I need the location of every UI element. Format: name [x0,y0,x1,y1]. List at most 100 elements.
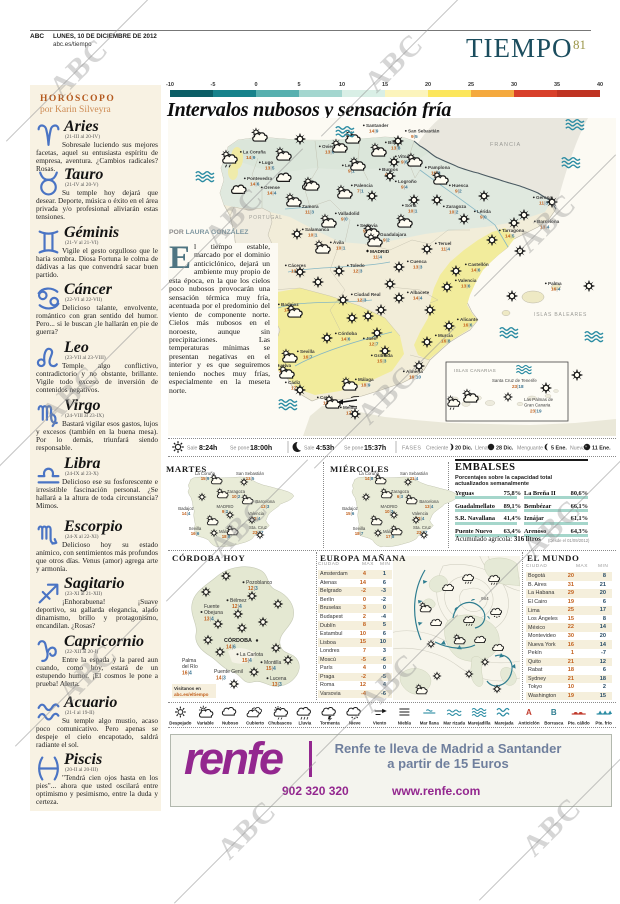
svg-text:Huelva: Huelva [276,363,292,368]
svg-text:14|4: 14|4 [267,191,277,197]
svg-text:Almería: Almería [406,369,423,374]
svg-text:San Sebastián: San Sebastián [408,129,440,134]
svg-text:Sta. Cruz: Sta. Cruz [413,525,431,530]
svg-text:11|4: 11|4 [373,255,382,261]
svg-text:14|6: 14|6 [226,645,236,651]
svg-text:11 Ene.: 11 Ene. [592,445,611,451]
svg-text:Gerona: Gerona [536,195,553,200]
svg-text:Creciente: Creciente [426,445,448,451]
svg-text:9|5: 9|5 [411,134,418,140]
svg-text:13|4: 13|4 [425,504,434,509]
svg-text:9|0: 9|0 [480,215,487,221]
svg-text:La Carlota: La Carlota [240,652,263,658]
svg-text:16|6: 16|6 [463,323,473,329]
svg-text:20 Dic.: 20 Dic. [455,445,473,451]
svg-text:13|3: 13|3 [261,504,270,509]
svg-text:Ciudad Real: Ciudad Real [354,292,381,297]
svg-text:14|3: 14|3 [216,676,226,682]
svg-text:9|4: 9|4 [401,185,408,191]
svg-text:Pontevedra: Pontevedra [247,176,272,181]
svg-text:Santa Cruz de Tenerife: Santa Cruz de Tenerife [492,378,537,383]
svg-text:Málaga: Málaga [219,529,234,534]
svg-text:Burgos: Burgos [382,167,399,172]
svg-text:Tormenta: Tormenta [320,721,340,726]
svg-text:14|6: 14|6 [250,182,260,188]
svg-text:10|1: 10|1 [408,209,418,215]
svg-text:16|8: 16|8 [441,339,451,345]
svg-text:12|3: 12|3 [353,269,363,275]
svg-text:28 Dic.: 28 Dic. [496,445,514,451]
svg-text:Sale: Sale [304,446,314,452]
svg-text:14|9: 14|9 [369,129,379,135]
svg-text:16|6: 16|6 [191,531,200,536]
svg-text:Anticiclón: Anticiclón [518,721,540,726]
svg-text:Lucena: Lucena [270,676,287,682]
svg-text:17|8: 17|8 [386,534,395,539]
svg-text:Albacete: Albacete [410,290,430,295]
svg-text:Melilla: Melilla [343,405,357,410]
svg-text:Huesca: Huesca [452,183,469,188]
svg-text:Lérida: Lérida [477,209,491,214]
svg-text:23|19: 23|19 [530,409,542,414]
svg-text:MADRID: MADRID [217,504,234,509]
svg-text:13|4: 13|4 [416,516,425,521]
svg-text:12|3: 12|3 [357,298,367,304]
svg-text:San Sebastián: San Sebastián [236,471,265,476]
svg-text:Málaga: Málaga [358,377,374,382]
svg-text:13|6: 13|6 [461,284,471,290]
svg-text:Marejadilla: Marejadilla [468,721,491,726]
svg-text:13|5: 13|5 [265,166,275,172]
svg-text:Oviedo: Oviedo [322,144,338,149]
svg-text:9|2: 9|2 [455,189,462,195]
svg-text:15|4: 15|4 [242,658,252,664]
svg-text:11|3: 11|3 [539,201,548,207]
svg-text:Ávila: Ávila [333,239,344,245]
svg-text:Lluvia: Lluvia [299,721,312,726]
svg-text:Sale: Sale [187,446,197,452]
svg-text:Badajoz: Badajoz [281,302,299,307]
svg-text:15|9: 15|9 [201,476,210,481]
svg-text:Pamplona: Pamplona [428,165,450,170]
svg-text:Barcelona: Barcelona [419,499,439,504]
svg-text:Chubascos: Chubascos [268,721,292,726]
svg-text:CÓRDOBA: CÓRDOBA [224,636,252,644]
svg-text:Cubierto: Cubierto [246,721,264,726]
svg-text:Cádiz: Cádiz [288,380,301,385]
svg-text:Mar rizada: Mar rizada [443,721,465,726]
svg-text:Santander: Santander [366,123,389,128]
svg-text:Despejado: Despejado [169,721,192,726]
svg-text:16|4: 16|4 [182,671,192,677]
svg-text:9|1: 9|1 [348,169,355,175]
svg-text:9|2: 9|2 [383,238,390,244]
svg-text:Valencia: Valencia [412,511,429,516]
svg-text:Palma: Palma [182,658,196,664]
svg-text:Palencia: Palencia [354,183,373,188]
svg-text:Visítanos en: Visítanos en [174,686,201,691]
svg-text:ISLAS CANARIAS: ISLAS CANARIAS [454,368,496,373]
svg-text:23|18: 23|18 [512,384,524,389]
svg-text:14|4: 14|4 [182,511,191,516]
svg-text:Nieve: Nieve [349,721,361,726]
svg-text:15|6: 15|6 [346,511,355,516]
svg-text:Puente Genil: Puente Genil [214,669,243,675]
svg-text:Málaga: Málaga [383,529,398,534]
svg-text:Jaén: Jaén [366,336,377,341]
svg-text:15:37h: 15:37h [364,445,386,452]
svg-text:Vitoria: Vitoria [398,154,413,159]
svg-text:9|0: 9|0 [341,217,348,223]
svg-text:14|6: 14|6 [341,337,351,343]
svg-text:Logroño: Logroño [398,179,417,184]
svg-text:Pte. frío: Pte. frío [595,721,612,726]
svg-text:MADRID: MADRID [381,504,398,509]
svg-text:10|2: 10|2 [449,210,459,216]
svg-text:Llena: Llena [475,445,488,451]
svg-text:FRANCIA: FRANCIA [490,142,521,148]
svg-text:Alicante: Alicante [460,317,478,322]
svg-text:4:53h: 4:53h [316,445,334,452]
svg-text:Montilla: Montilla [264,660,281,666]
svg-text:Guadalajara: Guadalajara [380,232,407,237]
svg-text:Mar llana: Mar llana [420,721,440,726]
svg-text:Soria: Soria [405,203,417,208]
svg-text:10|1: 10|1 [308,233,318,239]
svg-text:12|3: 12|3 [248,586,258,592]
